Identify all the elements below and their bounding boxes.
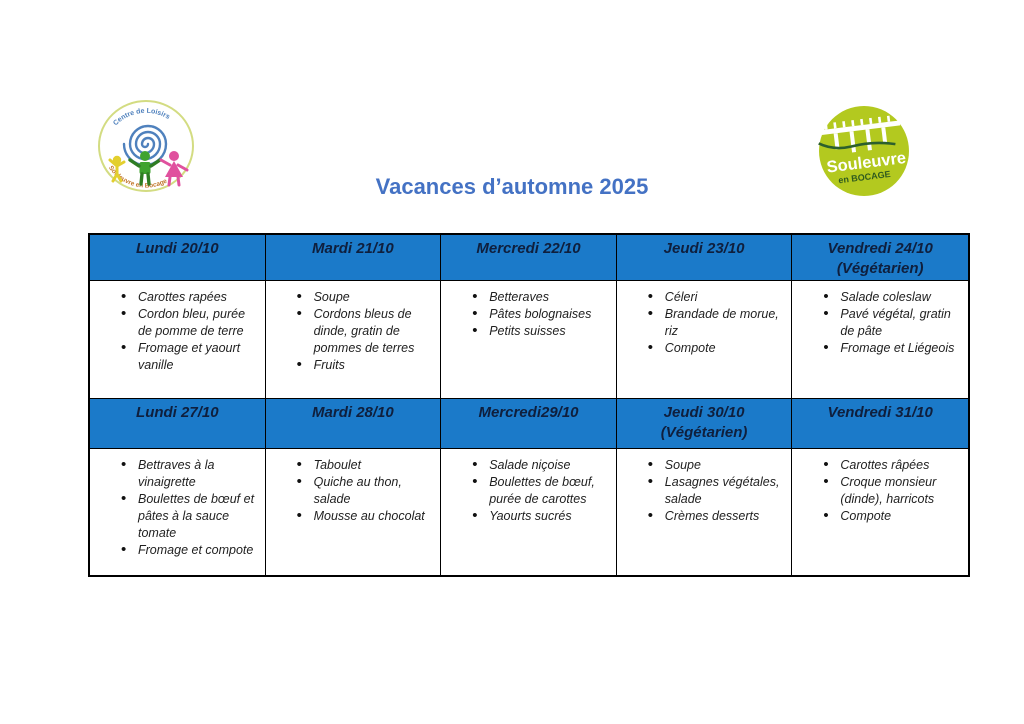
menu-item: Lasagnes végétales, salade bbox=[646, 473, 784, 508]
day-header-mercredi-22-10: Mercredi 22/10 bbox=[441, 235, 617, 281]
menu-cell-jeudi-23-10: Céleri Brandade de morue, riz Compote bbox=[616, 281, 793, 399]
menu-item: Betteraves bbox=[470, 288, 608, 306]
day-header-label: Mercredi 22/10 bbox=[476, 240, 581, 257]
day-header-mercredi-29-10: Mercredi29/10 bbox=[441, 399, 617, 449]
menu-item: Taboulet bbox=[295, 456, 433, 474]
day-header-vendredi-24-10: Vendredi 24/10 (Végétarien) bbox=[792, 235, 968, 281]
menu-list: Soupe Lasagnes végétales, salade Crèmes … bbox=[646, 456, 784, 525]
menu-cell-mardi-28-10: Taboulet Quiche au thon, salade Mousse a… bbox=[265, 449, 442, 575]
menu-list: Betteraves Pâtes bolognaises Petits suis… bbox=[470, 288, 608, 340]
day-header-label: Lundi 20/10 bbox=[136, 240, 219, 257]
menu-list: Salade niçoise Boulettes de bœuf, purée … bbox=[470, 456, 608, 525]
day-header-vendredi-31-10: Vendredi 31/10 bbox=[792, 399, 968, 449]
menu-item: Céleri bbox=[646, 288, 784, 306]
menu-item: Salade niçoise bbox=[470, 456, 608, 474]
menu-item: Fromage et Liégeois bbox=[821, 339, 960, 357]
menu-item: Salade coleslaw bbox=[821, 288, 960, 306]
menu-cell-lundi-20-10: Carottes rapées Cordon bleu, purée de po… bbox=[90, 281, 266, 399]
souleuvre-logo-graphic: Souleuvre en BOCAGE bbox=[818, 106, 909, 196]
menu-item: Brandade de morue, riz bbox=[646, 305, 784, 340]
day-header-jeudi-23-10: Jeudi 23/10 bbox=[616, 235, 793, 281]
menu-item: Fromage et yaourt vanille bbox=[119, 339, 257, 374]
menu-item: Mousse au chocolat bbox=[295, 507, 433, 525]
menu-item: Soupe bbox=[646, 456, 784, 474]
yellow-kid-icon bbox=[108, 155, 126, 183]
day-header-label: Lundi 27/10 bbox=[136, 404, 219, 421]
menu-item: Bettraves à la vinaigrette bbox=[119, 456, 257, 491]
menu-item: Croque monsieur (dinde), harricots bbox=[821, 473, 960, 508]
menu-list: Salade coleslaw Pavé végétal, gratin de … bbox=[821, 288, 960, 357]
day-header-label: Vendredi 24/10 bbox=[827, 240, 933, 257]
menu-item: Petits suisses bbox=[470, 322, 608, 340]
menu-cell-vendredi-24-10: Salade coleslaw Pavé végétal, gratin de … bbox=[792, 281, 968, 399]
menu-cell-jeudi-30-10: Soupe Lasagnes végétales, salade Crèmes … bbox=[616, 449, 793, 575]
menu-item: Carottes rapées bbox=[119, 288, 257, 306]
menu-table: Lundi 20/10 Mardi 21/10 Mercredi 22/10 J… bbox=[88, 233, 970, 577]
green-kid-icon bbox=[128, 151, 162, 186]
spiral-icon bbox=[122, 124, 168, 167]
menu-list: Carottes rapées Cordon bleu, purée de po… bbox=[119, 288, 257, 374]
day-header-subtitle: (Végétarien) bbox=[836, 260, 924, 277]
menu-item: Yaourts sucrés bbox=[470, 507, 608, 525]
menu-item: Compote bbox=[646, 339, 784, 357]
day-header-lundi-27-10: Lundi 27/10 bbox=[90, 399, 266, 449]
page-title: Vacances d’automne 2025 bbox=[375, 174, 649, 199]
menu-item: Pâtes bolognaises bbox=[470, 305, 608, 323]
spiral-kids-logo-graphic: Centre de Loisirs Souleuvre en Bocage bbox=[98, 100, 194, 192]
menu-list: Bettraves à la vinaigrette Boulettes de … bbox=[119, 456, 257, 559]
day-header-label: Vendredi 31/10 bbox=[827, 404, 933, 421]
day-header-subtitle: (Végétarien) bbox=[660, 424, 748, 441]
day-header-label: Jeudi 30/10 bbox=[663, 404, 745, 421]
menu-item: Fromage et compote bbox=[119, 541, 257, 559]
menu-item: Compote bbox=[821, 507, 960, 525]
menu-cell-lundi-27-10: Bettraves à la vinaigrette Boulettes de … bbox=[90, 449, 266, 575]
menu-item: Cordons bleus de dinde, gratin de pommes… bbox=[295, 305, 433, 357]
menu-item: Pavé végétal, gratin de pâte bbox=[821, 305, 960, 340]
day-header-mardi-21-10: Mardi 21/10 bbox=[265, 235, 442, 281]
menu-list: Soupe Cordons bleus de dinde, gratin de … bbox=[295, 288, 433, 374]
menu-item: Soupe bbox=[295, 288, 433, 306]
day-header-label: Jeudi 23/10 bbox=[663, 240, 745, 257]
menu-cell-mardi-21-10: Soupe Cordons bleus de dinde, gratin de … bbox=[265, 281, 442, 399]
menu-cell-mercredi-22-10: Betteraves Pâtes bolognaises Petits suis… bbox=[441, 281, 617, 399]
souleuvre-en-bocage-logo: Souleuvre en BOCAGE bbox=[814, 104, 914, 198]
menu-item: Fruits bbox=[295, 356, 433, 374]
menu-item: Carottes râpées bbox=[821, 456, 960, 474]
pink-kid-icon bbox=[159, 151, 189, 187]
day-header-label: Mardi 28/10 bbox=[312, 404, 394, 421]
centre-de-loisirs-logo: Centre de Loisirs Souleuvre en Bocage bbox=[86, 96, 206, 200]
menu-item: Crèmes desserts bbox=[646, 507, 784, 525]
menu-list: Carottes râpées Croque monsieur (dinde),… bbox=[821, 456, 960, 525]
day-header-label: Mercredi29/10 bbox=[478, 404, 579, 421]
logo-left-top-arc-text: Centre de Loisirs bbox=[112, 108, 171, 127]
menu-item: Boulettes de bœuf, purée de carottes bbox=[470, 473, 608, 508]
day-header-label: Mardi 21/10 bbox=[312, 240, 394, 257]
menu-item: Quiche au thon, salade bbox=[295, 473, 433, 508]
day-header-mardi-28-10: Mardi 28/10 bbox=[265, 399, 442, 449]
menu-item: Cordon bleu, purée de pomme de terre bbox=[119, 305, 257, 340]
day-header-lundi-20-10: Lundi 20/10 bbox=[90, 235, 266, 281]
menu-item: Boulettes de bœuf et pâtes à la sauce to… bbox=[119, 490, 257, 542]
menu-list: Céleri Brandade de morue, riz Compote bbox=[646, 288, 784, 357]
viaduct-icon bbox=[818, 115, 901, 153]
menu-cell-vendredi-31-10: Carottes râpées Croque monsieur (dinde),… bbox=[792, 449, 968, 575]
menu-cell-mercredi-29-10: Salade niçoise Boulettes de bœuf, purée … bbox=[441, 449, 617, 575]
menu-list: Taboulet Quiche au thon, salade Mousse a… bbox=[295, 456, 433, 525]
day-header-jeudi-30-10: Jeudi 30/10 (Végétarien) bbox=[616, 399, 793, 449]
